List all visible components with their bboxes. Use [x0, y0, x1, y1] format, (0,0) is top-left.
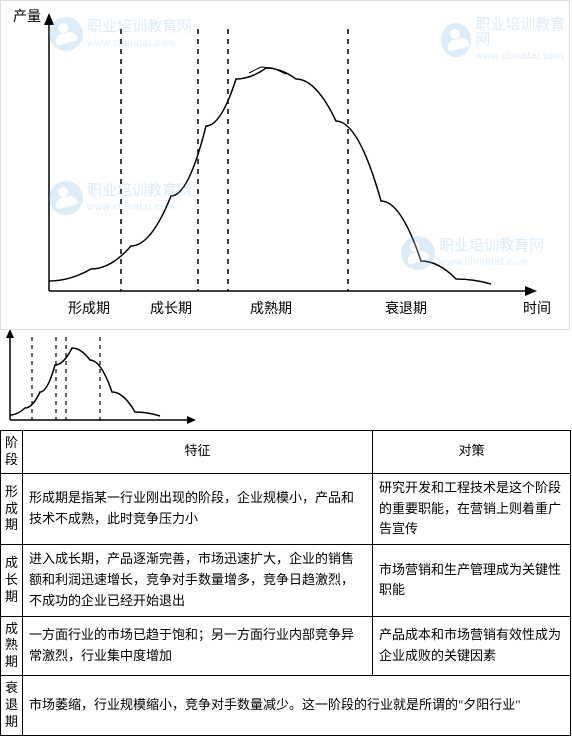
stage-feature: 一方面行业的市场已趋于饱和；另一方面行业内部竞争异常激烈，行业集中度增加 [23, 616, 373, 676]
table-row: 成长期 进入成长期，产品逐渐完善，市场迅速扩大，企业的销售额和利润迅速增长，竞争… [1, 545, 571, 616]
table-row: 形成期 形成期是指某一行业刚出现的阶段，企业规模小，产品和技术不成熟，此时竞争压… [1, 473, 571, 544]
stage-strategy: 市场营销和生产管理成为关键性职能 [373, 545, 571, 616]
svg-text:成熟期: 成熟期 [250, 301, 292, 317]
stage-strategy: 研究开发和工程技术是这个阶段的重要职能，在营销上则着重广告宣传 [373, 473, 571, 544]
svg-text:时间: 时间 [523, 301, 551, 317]
svg-text:形成期: 形成期 [68, 301, 110, 317]
stage-name: 形成期 [1, 473, 23, 544]
col-strategy: 对策 [373, 431, 571, 474]
svg-text:衰退期: 衰退期 [385, 300, 427, 317]
stage-feature-full: 市场萎缩，行业规模缩小，竞争对手数量减少。这一阶段的行业就是所谓的"夕阳行业" [23, 676, 571, 736]
svg-text:产量: 产量 [13, 9, 41, 25]
lifecycle-thumb [0, 330, 200, 430]
table-header-row: 阶段 特征 对策 [1, 431, 571, 474]
stage-feature: 进入成长期，产品逐渐完善，市场迅速扩大，企业的销售额和利润迅速增长，竞争对手数量… [23, 545, 373, 616]
stage-name: 成熟期 [1, 616, 23, 676]
table-row: 成熟期 一方面行业的市场已趋于饱和；另一方面行业内部竞争异常激烈，行业集中度增加… [1, 616, 571, 676]
col-stage: 阶段 [1, 431, 23, 474]
lifecycle-table: 阶段 特征 对策 形成期 形成期是指某一行业刚出现的阶段，企业规模小，产品和技术… [0, 430, 571, 736]
stage-name: 成长期 [1, 545, 23, 616]
svg-text:成长期: 成长期 [150, 301, 192, 317]
lifecycle-thumb-svg [0, 330, 200, 430]
stage-name: 衰退期 [1, 676, 23, 736]
lifecycle-chart: 职业培训教育网www.chinatat.com 职业培训教育网www.china… [0, 0, 570, 330]
stage-feature: 形成期是指某一行业刚出现的阶段，企业规模小，产品和技术不成熟，此时竞争压力小 [23, 473, 373, 544]
stage-strategy: 产品成本和市场营销有效性成为企业成败的关键因素 [373, 616, 571, 676]
table-row: 衰退期 市场萎缩，行业规模缩小，竞争对手数量减少。这一阶段的行业就是所谓的"夕阳… [1, 676, 571, 736]
lifecycle-svg: 产量时间 形成期 成长期 成熟期 衰退期 [1, 1, 571, 331]
col-feature: 特征 [23, 431, 373, 474]
